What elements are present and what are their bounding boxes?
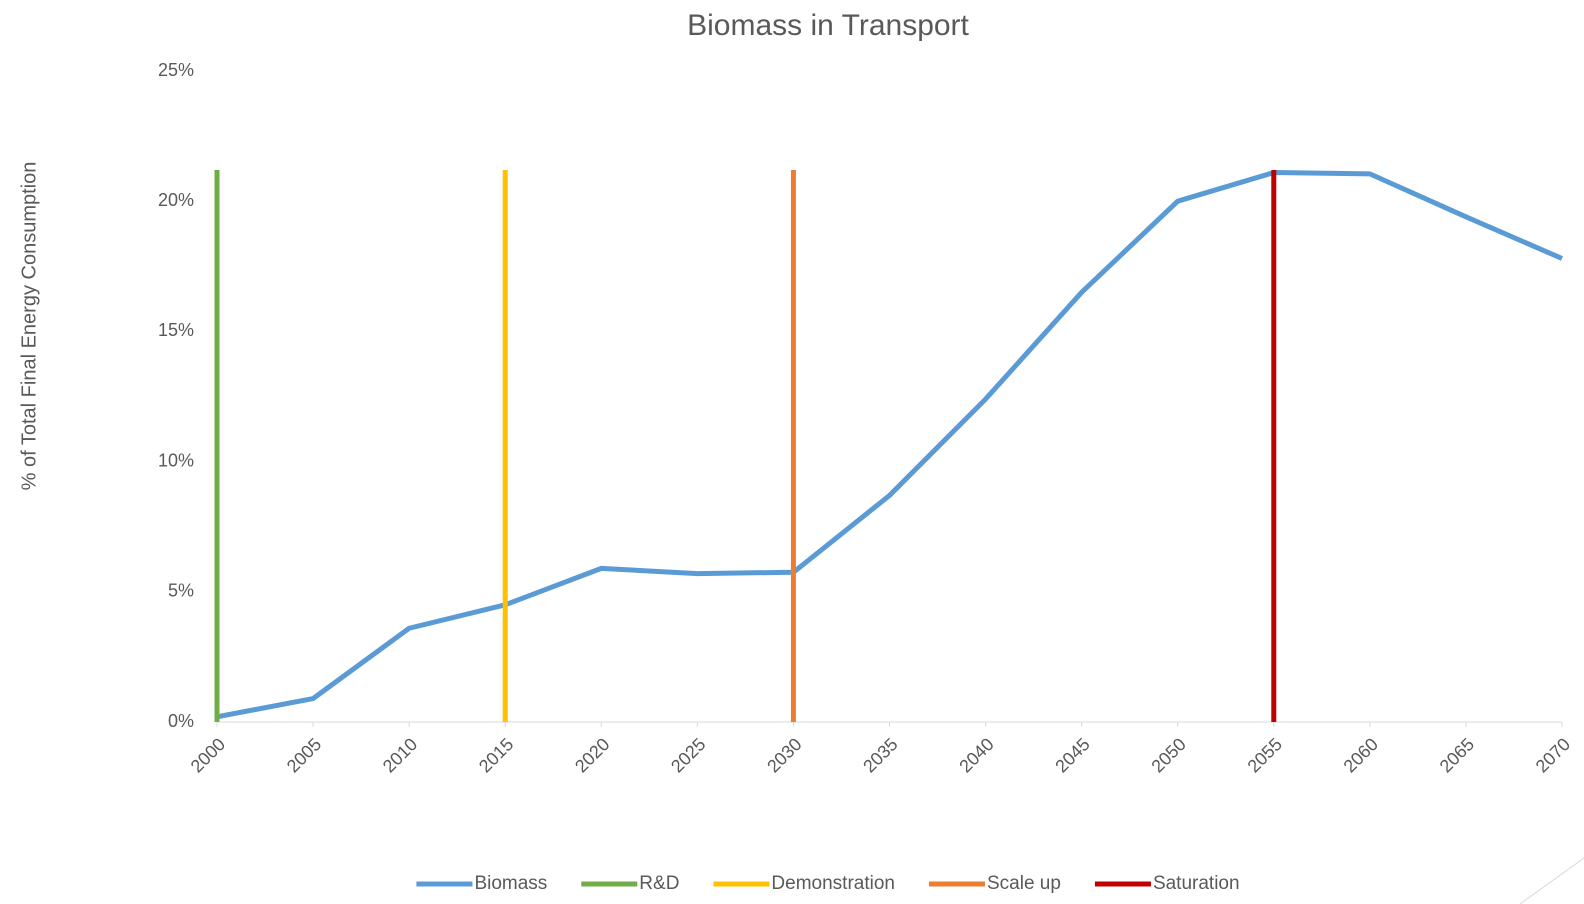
x-tick-label: 2030	[763, 734, 805, 776]
x-tick-label: 2025	[667, 734, 709, 776]
y-tick-label: 0%	[168, 711, 194, 731]
legend-label: Demonstration	[771, 873, 895, 894]
x-tick-label: 2055	[1244, 734, 1286, 776]
legend-label: Saturation	[1153, 873, 1240, 894]
x-tick-label: 2005	[283, 734, 325, 776]
y-tick-label: 15%	[158, 320, 194, 340]
chart-title: Biomass in Transport	[687, 9, 969, 42]
legend-label: R&D	[639, 873, 679, 894]
x-tick-label: 2060	[1340, 734, 1382, 776]
x-tick-label: 2070	[1532, 734, 1574, 776]
decoration	[1519, 857, 1584, 904]
x-tick-label: 2020	[571, 734, 613, 776]
x-tick-label: 2035	[859, 734, 901, 776]
x-tick-label: 2045	[1051, 734, 1093, 776]
y-tick-label: 25%	[158, 60, 194, 80]
x-tick-label: 2015	[475, 734, 517, 776]
series-line	[216, 170, 1563, 720]
y-axis-label: % of Total Final Energy Consumption	[18, 162, 40, 491]
x-tick-label: 2065	[1436, 734, 1478, 776]
legend-label: Biomass	[474, 873, 547, 894]
x-tick-label: 2050	[1147, 734, 1189, 776]
legend-label: Scale up	[987, 873, 1061, 894]
y-tick-label: 5%	[168, 581, 194, 601]
x-tick-label: 2040	[955, 734, 997, 776]
x-tick-label: 2000	[187, 734, 229, 776]
y-tick-label: 20%	[158, 190, 194, 210]
y-tick-label: 10%	[158, 450, 194, 470]
x-tick-label: 2010	[379, 734, 421, 776]
